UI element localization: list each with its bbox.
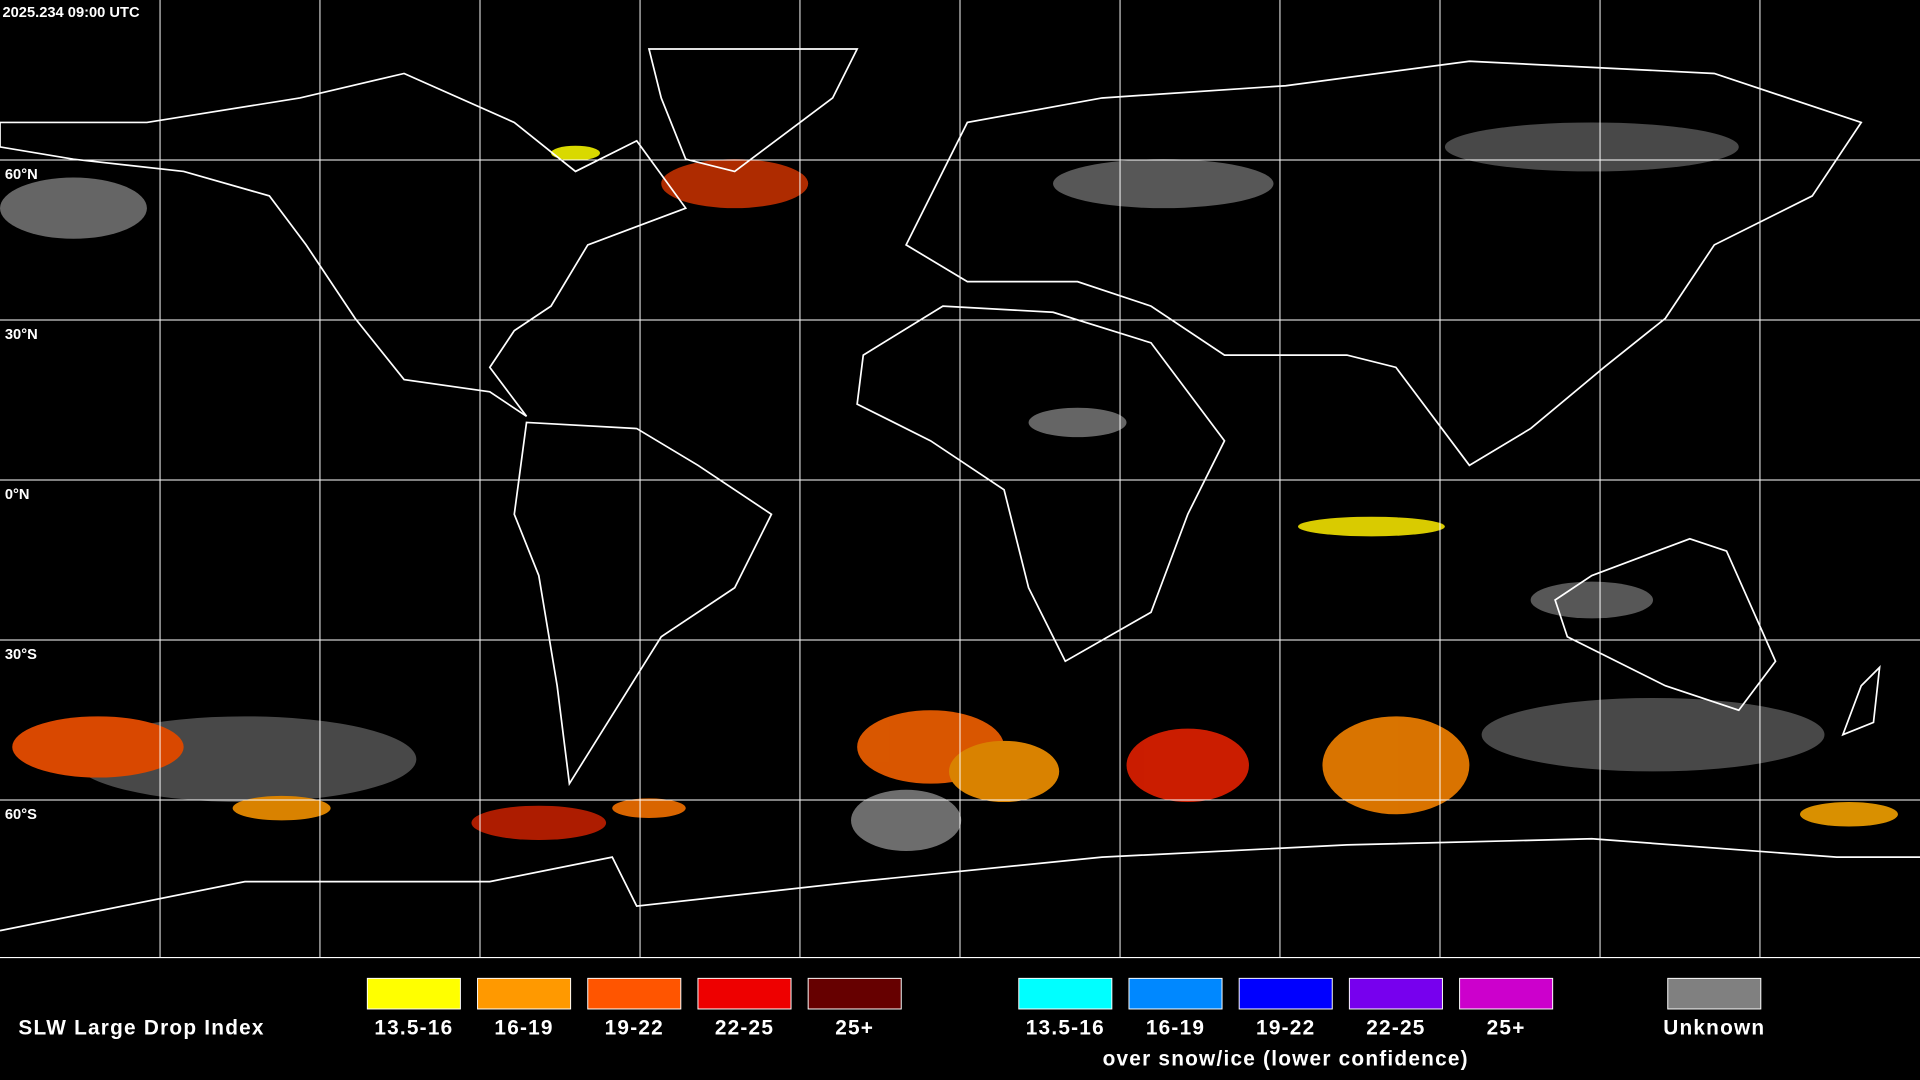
legend-title: SLW Large Drop Index <box>18 1017 264 1040</box>
coastlines <box>0 48 1920 932</box>
legend-swatch <box>697 977 792 1010</box>
latitude-labels: 60°N 30°N 0°N 30°S 60°S <box>5 167 38 823</box>
legend-caption: over snow/ice (lower confidence) <box>1103 1047 1469 1070</box>
legend: SLW Large Drop Index 13.5-16 16-19 19-22 22… <box>18 977 1765 1070</box>
latitude-label: 30°N <box>5 327 38 343</box>
legend-label: Unknown <box>1663 1017 1765 1040</box>
legend-swatch <box>1238 977 1333 1010</box>
legend-swatch <box>1348 977 1443 1010</box>
timestamp: 2025.234 09:00 UTC <box>2 5 140 21</box>
legend-swatch <box>477 977 572 1010</box>
legend-swatch <box>587 977 682 1010</box>
latitude-label: 60°S <box>5 807 37 823</box>
latitude-label: 30°S <box>5 647 37 663</box>
legend-label: 25+ <box>1487 1017 1526 1040</box>
legend-label: 16-19 <box>494 1017 553 1040</box>
legend-swatch <box>1128 977 1223 1010</box>
legend-swatch <box>1667 977 1762 1010</box>
legend-label: 25+ <box>835 1017 874 1040</box>
legend-label: 19-22 <box>1256 1017 1315 1040</box>
legend-label: 19-22 <box>605 1017 664 1040</box>
legend-swatch <box>1018 977 1113 1010</box>
latitude-label: 60°N <box>5 167 38 183</box>
legend-label: 16-19 <box>1146 1017 1205 1040</box>
legend-swatch <box>807 977 902 1010</box>
legend-swatch <box>366 977 461 1010</box>
latitude-label: 0°N <box>5 487 30 503</box>
legend-label: 22-25 <box>715 1017 774 1040</box>
legend-label: 22-25 <box>1366 1017 1425 1040</box>
graticule <box>0 0 1920 959</box>
legend-label: 13.5-16 <box>374 1017 453 1040</box>
legend-label: 13.5-16 <box>1026 1017 1105 1040</box>
legend-swatch <box>1459 977 1554 1010</box>
cloud-fields <box>0 122 1898 852</box>
